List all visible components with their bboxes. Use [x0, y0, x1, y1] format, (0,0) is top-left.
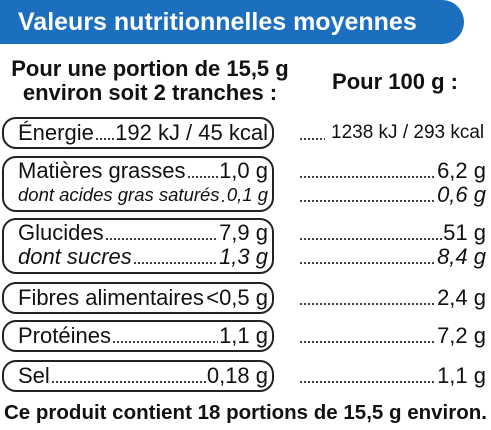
salt-100g-value: 1,1 g — [437, 363, 486, 388]
satfat-100g-row: 0,6 g — [298, 182, 486, 208]
sugars-100g-value: 8,4 g — [437, 244, 486, 269]
per-portion-header: Pour une portion de 15,5 g environ soit … — [10, 57, 290, 105]
energy-100g-value: 1238 kJ / 293 kcal — [331, 122, 485, 143]
carbs-portion-value: 7,9 g — [219, 220, 268, 245]
carbs-100g-value: 51 g — [443, 220, 486, 245]
dot-leader — [299, 261, 437, 265]
dot-leader — [111, 340, 219, 344]
energy-portion-value: 192 kJ / 45 kcal — [115, 120, 268, 145]
carbs-100g-row: 51 g — [298, 220, 486, 246]
sugars-label: dont sucres — [18, 244, 132, 269]
energy-label: Énergie — [18, 120, 94, 145]
per-100g-header: Pour 100 g : — [332, 69, 458, 94]
dot-leader — [299, 237, 443, 241]
fat-portion-row: Matières grasses 1,0 g — [18, 158, 268, 184]
energy-portion-row: Énergie 192 kJ / 45 kcal — [18, 120, 268, 146]
carbs-box — [2, 218, 274, 274]
dot-leader — [299, 199, 437, 203]
satfat-portion-value: 0,1 g — [226, 184, 268, 205]
per-portion-header-line2: environ soit 2 tranches : — [22, 80, 278, 105]
dot-leader — [299, 137, 325, 141]
fibre-box — [2, 282, 274, 314]
dot-leader — [299, 175, 437, 179]
fibre-label: Fibres alimentaires — [18, 285, 204, 310]
sugars-100g-row: 8,4 g — [298, 244, 486, 270]
salt-portion-row: Sel 0,18 g — [18, 363, 268, 389]
fat-100g-row: 6,2 g — [298, 158, 486, 184]
title-banner: Valeurs nutritionnelles moyennes — [0, 0, 464, 44]
salt-box — [2, 360, 274, 392]
protein-portion-value: 1,1 g — [219, 323, 268, 348]
dot-leader — [299, 340, 437, 344]
dot-leader — [94, 137, 115, 141]
protein-100g-row: 7,2 g — [298, 323, 486, 349]
salt-100g-row: 1,1 g — [298, 363, 486, 389]
sugars-portion-row: dont sucres 1,3 g — [18, 244, 268, 270]
satfat-portion-row: dont acides gras saturés 0,1 g — [18, 182, 268, 208]
carbs-label: Glucides — [18, 220, 104, 245]
dot-leader — [299, 380, 437, 384]
satfat-100g-value: 0,6 g — [437, 182, 486, 207]
fat-portion-value: 1,0 g — [219, 158, 268, 183]
salt-label: Sel — [18, 363, 50, 388]
protein-100g-value: 7,2 g — [437, 323, 486, 348]
dot-leader — [220, 199, 226, 203]
fat-label: Matières grasses — [18, 158, 186, 183]
salt-portion-value: 0,18 g — [206, 363, 268, 388]
dot-leader — [50, 380, 206, 384]
fibre-100g-value: 2,4 g — [437, 285, 486, 310]
satfat-label: dont acides gras saturés — [18, 184, 220, 205]
dot-leader — [299, 302, 437, 306]
fats-box — [2, 156, 274, 212]
fibre-portion-value: <0,5 g — [206, 285, 268, 310]
per-portion-header-line1: Pour une portion de 15,5 g — [11, 56, 289, 81]
portions-footnote: Ce produit contient 18 portions de 15,5 … — [4, 401, 487, 424]
sugars-portion-value: 1,3 g — [219, 244, 268, 269]
protein-portion-row: Protéines 1,1 g — [18, 323, 268, 349]
energy-box — [2, 117, 274, 149]
protein-box — [2, 320, 274, 352]
fibre-100g-row: 2,4 g — [298, 285, 486, 311]
carbs-portion-row: Glucides 7,9 g — [18, 220, 268, 246]
energy-100g-row: 1238 kJ / 293 kcal — [298, 120, 486, 146]
protein-label: Protéines — [18, 323, 111, 348]
dot-leader — [186, 175, 219, 179]
fat-100g-value: 6,2 g — [437, 158, 486, 183]
fibre-portion-row: Fibres alimentaires <0,5 g — [18, 285, 268, 311]
dot-leader — [132, 261, 219, 265]
dot-leader — [104, 237, 219, 241]
